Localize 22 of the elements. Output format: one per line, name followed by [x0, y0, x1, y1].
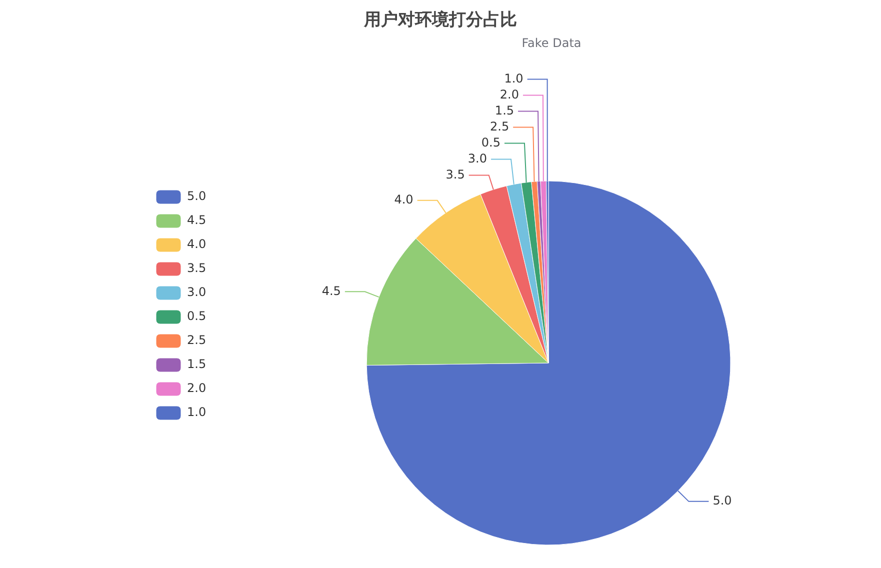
legend-label: 0.5 [187, 309, 206, 324]
legend-label: 3.0 [187, 285, 206, 300]
legend-label: 4.5 [187, 213, 206, 228]
chart-subtitle: Fake Data [520, 36, 582, 50]
slice-label: 3.0 [468, 151, 488, 166]
slice-label: 4.0 [394, 192, 414, 207]
legend-label: 5.0 [187, 189, 206, 204]
chart-title: 用户对环境打分占比 [362, 9, 518, 31]
slice-label: 2.0 [500, 87, 519, 102]
slice-label: 0.5 [481, 135, 500, 150]
legend-label: 2.0 [187, 381, 206, 396]
slice-label: 1.0 [504, 71, 524, 86]
legend-label: 1.5 [187, 357, 206, 372]
legend-label: 2.5 [187, 333, 206, 348]
slice-label: 3.5 [446, 167, 465, 182]
slice-label: 4.5 [322, 284, 341, 298]
slice-label: 1.5 [494, 103, 514, 118]
slice-label: 2.5 [490, 119, 510, 134]
legend-label: 1.0 [187, 405, 206, 420]
legend-label: 3.5 [187, 261, 206, 276]
legend-label: 4.0 [187, 237, 206, 252]
slice-label: 5.0 [712, 494, 732, 508]
